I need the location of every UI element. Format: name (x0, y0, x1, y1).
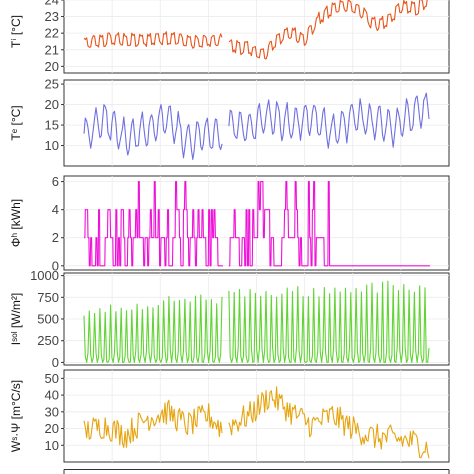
y-tick-label: 20 (45, 97, 59, 112)
y-axis-label: Wˢ·Ψ [m°C/s] (9, 380, 23, 452)
y-tick-label: 24 (45, 0, 59, 7)
series-line-segment (228, 181, 430, 267)
y-tick-label: 23 (45, 9, 59, 24)
series-line-segment (228, 92, 430, 149)
y-tick-label: 1000 (30, 268, 59, 283)
y-axis-label: Iˢᵒˡ [W/m²] (9, 293, 23, 345)
series-line-segment (83, 399, 223, 448)
y-tick-label: 0 (52, 258, 59, 273)
y-tick-label: 500 (37, 312, 59, 327)
series-line-segment (84, 181, 223, 267)
series-line-segment (83, 31, 223, 49)
y-tick-label: 750 (37, 290, 59, 305)
y-tick-label: 250 (37, 333, 59, 348)
y-tick-label: 20 (45, 59, 59, 74)
panel-solar-irradiance: 0 250 500 750 1000 Iˢᵒˡ [W/m²] (9, 268, 450, 370)
y-axis-label: Tᵉ [°C] (9, 105, 23, 140)
panel-outdoor-temperature: 10 15 20 25 Tᵉ [°C] (9, 77, 450, 167)
y-tick-label: 15 (45, 118, 59, 133)
y-axis-label: Φʰ [kWh] (9, 199, 23, 247)
panel-bottom-stub (63, 469, 450, 474)
y-tick-label: 50 (45, 371, 59, 386)
series-line-segment (228, 386, 430, 459)
series-line-segment (83, 294, 223, 363)
y-tick-label: 10 (45, 138, 59, 153)
y-axis-label: Tⁱ [°C] (9, 15, 23, 48)
y-tick-label: 22 (45, 26, 59, 41)
y-tick-label: 2 (52, 230, 59, 245)
y-tick-label: 40 (45, 388, 59, 403)
y-tick-label: 0 (52, 355, 59, 370)
panel-heating-energy: 0 2 4 6 Φʰ [kWh] (9, 174, 450, 273)
y-tick-label: 10 (45, 438, 59, 453)
series-line-segment (228, 0, 428, 60)
series-line-segment (83, 104, 223, 160)
y-tick-label: 25 (45, 77, 59, 92)
y-tick-label: 4 (52, 202, 59, 217)
y-tick-label: 21 (45, 42, 59, 57)
series-line-segment (228, 280, 430, 363)
y-tick-label: 20 (45, 421, 59, 436)
y-tick-label: 6 (52, 174, 59, 189)
y-tick-label: 30 (45, 404, 59, 419)
